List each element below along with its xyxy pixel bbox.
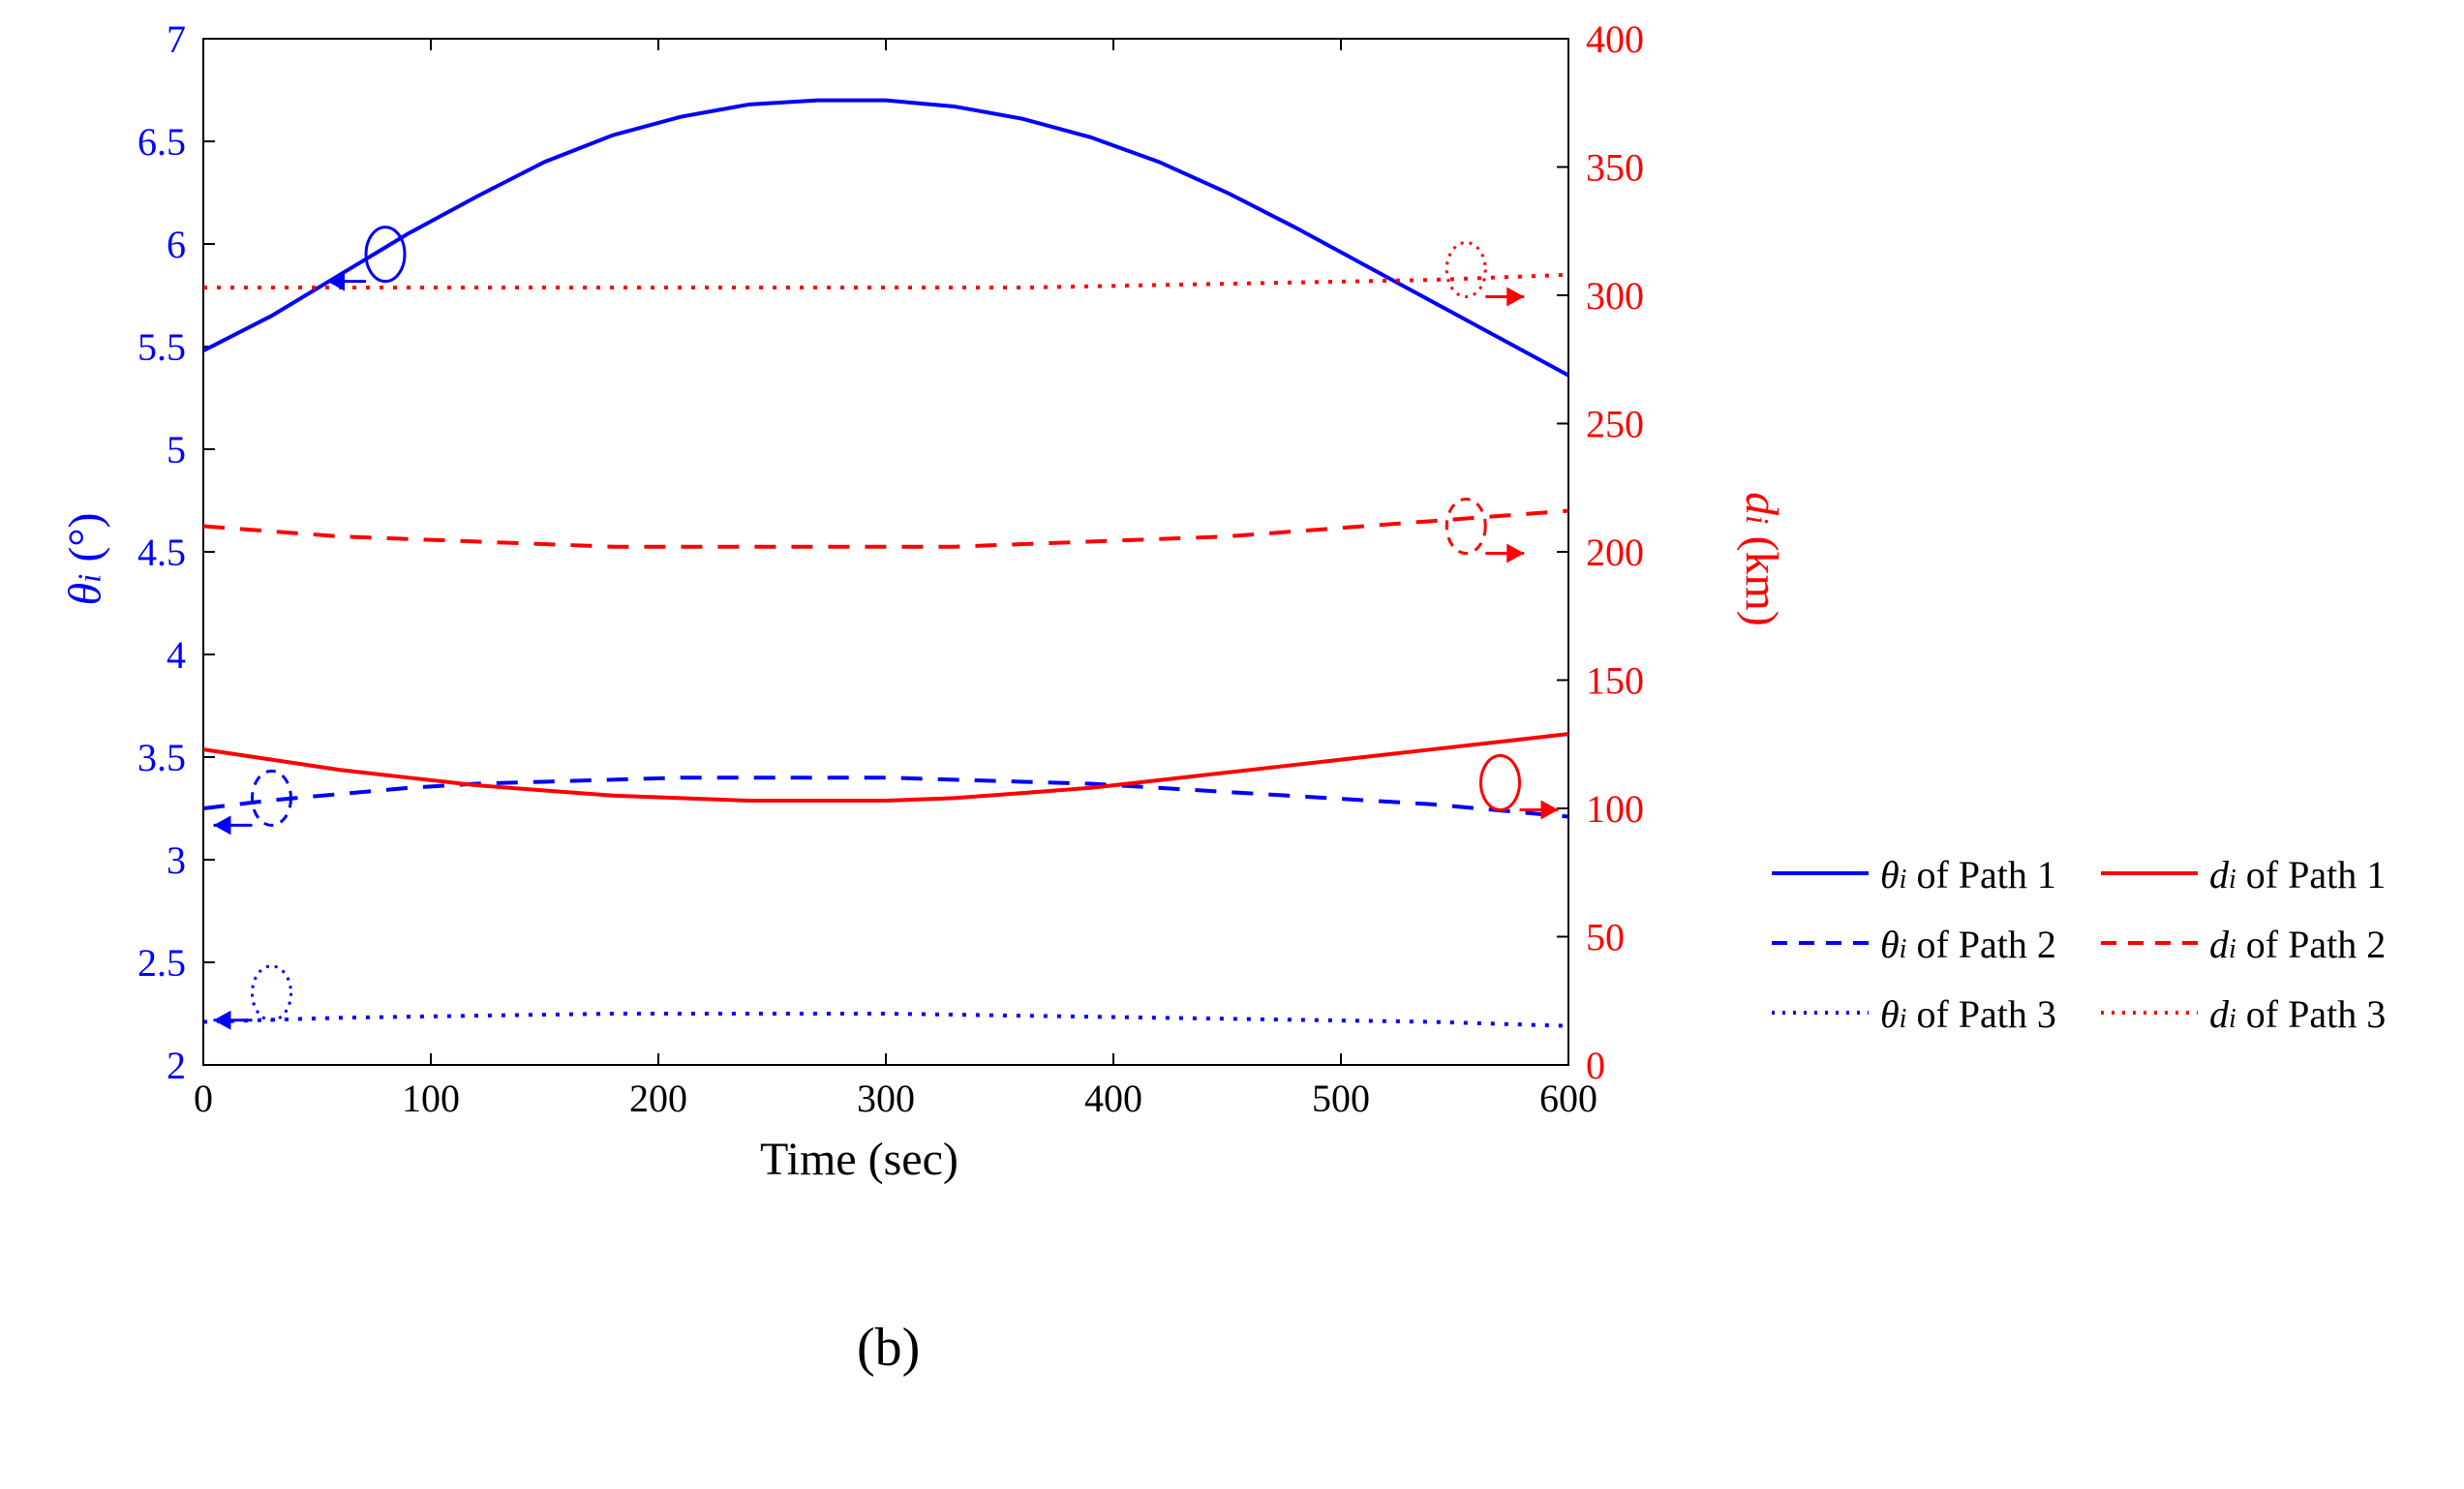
svg-text:200: 200 <box>629 1077 687 1120</box>
svg-text:6: 6 <box>167 223 186 266</box>
indicator-arrow-head <box>1506 288 1524 307</box>
series-theta_path3 <box>203 1014 1568 1026</box>
svg-text:50: 50 <box>1586 916 1625 959</box>
svg-text:3.5: 3.5 <box>137 736 186 779</box>
y-right-sub: i <box>1739 515 1775 524</box>
y-right-unit: (km) <box>1736 525 1787 626</box>
svg-text:350: 350 <box>1586 146 1644 190</box>
indicator-ellipse <box>1481 756 1520 810</box>
svg-text:250: 250 <box>1586 403 1644 446</box>
figure-wrapper: { "figure": { "subplot_label": "(b)", "s… <box>0 0 2464 1489</box>
svg-text:500: 500 <box>1312 1077 1370 1120</box>
y-left-sub: i <box>73 574 108 583</box>
svg-text:6.5: 6.5 <box>137 120 186 164</box>
svg-text:2.5: 2.5 <box>137 941 186 985</box>
y-left-unit: (°) <box>60 512 111 573</box>
svg-text:5.5: 5.5 <box>137 325 186 369</box>
svg-text:150: 150 <box>1586 659 1644 703</box>
x-axis-label-text: Time (sec) <box>760 1134 958 1185</box>
y-left-axis-label: θi (°) <box>59 512 112 605</box>
svg-text:300: 300 <box>1586 274 1644 318</box>
legend-item: di of Path 3 <box>2209 991 2386 1037</box>
svg-text:0: 0 <box>1586 1044 1605 1087</box>
series-theta_path2 <box>203 777 1568 816</box>
subplot-label-text: (b) <box>857 1318 920 1378</box>
indicator-arrow-head <box>327 272 345 291</box>
series-d_path1 <box>203 734 1568 801</box>
y-left-theta: θ <box>60 583 111 606</box>
svg-text:7: 7 <box>167 17 186 61</box>
y-right-d: d <box>1736 492 1787 515</box>
legend-item: di of Path 2 <box>2209 922 2386 967</box>
series-d_path3 <box>203 275 1568 288</box>
svg-text:200: 200 <box>1586 531 1644 574</box>
indicator-ellipse <box>253 966 291 1020</box>
svg-text:100: 100 <box>402 1077 460 1120</box>
svg-text:400: 400 <box>1084 1077 1142 1120</box>
indicator-arrow-head <box>1541 801 1559 820</box>
x-axis-label: Time (sec) <box>760 1133 958 1186</box>
series-d_path2 <box>203 511 1568 547</box>
svg-text:3: 3 <box>167 838 186 882</box>
svg-text:0: 0 <box>194 1077 213 1120</box>
legend-item: θi of Path 3 <box>1880 991 2056 1037</box>
indicator-arrow-head <box>214 815 231 835</box>
subplot-label: (b) <box>857 1317 920 1379</box>
svg-text:100: 100 <box>1586 787 1644 831</box>
y-right-axis-label: di (km) <box>1735 492 1788 626</box>
series-theta_path1 <box>203 101 1568 376</box>
svg-text:2: 2 <box>167 1044 186 1087</box>
legend-item: θi of Path 2 <box>1880 922 2056 967</box>
chart-svg: 010020030040050060022.533.544.555.566.57… <box>0 0 2464 1489</box>
legend-item: di of Path 1 <box>2209 852 2386 897</box>
indicator-ellipse <box>1446 243 1485 297</box>
legend-item: θi of Path 1 <box>1880 852 2056 897</box>
svg-text:400: 400 <box>1586 17 1644 61</box>
svg-text:300: 300 <box>857 1077 915 1120</box>
svg-text:4.5: 4.5 <box>137 531 186 574</box>
svg-text:5: 5 <box>167 428 186 471</box>
indicator-arrow-head <box>1506 544 1524 563</box>
indicator-ellipse <box>1446 500 1485 554</box>
svg-text:4: 4 <box>167 633 186 677</box>
indicator-arrow-head <box>214 1011 231 1030</box>
